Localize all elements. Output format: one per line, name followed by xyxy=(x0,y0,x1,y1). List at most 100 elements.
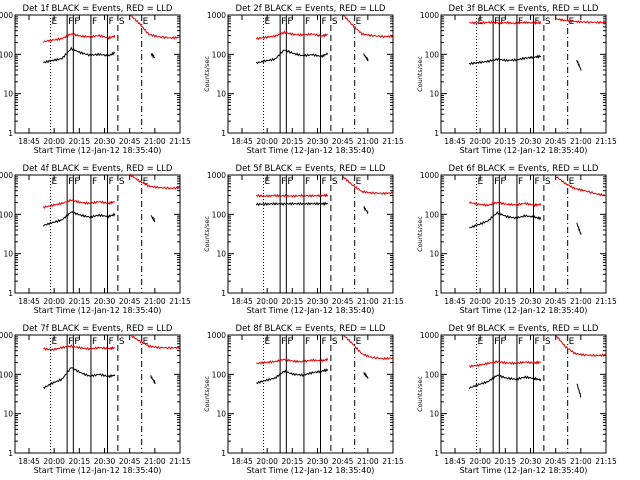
event-marker-label: F xyxy=(287,337,292,347)
event-rate-curve xyxy=(576,222,582,235)
event-rate-curve xyxy=(363,205,369,215)
panel-det-1f: Det 1f BLACK = Events, RED = LLD 1 10 100 10… xyxy=(0,4,191,155)
x-tick-label: 20:45 xyxy=(119,297,141,306)
x-tick-label: 20:30 xyxy=(94,457,116,466)
y-tick-label: 10 xyxy=(429,90,439,99)
x-tick-label: 21:15 xyxy=(169,297,191,306)
event-marker-label: F xyxy=(322,337,327,347)
x-tick-label: 20:00 xyxy=(469,297,491,306)
event-marker-label: S xyxy=(332,337,338,347)
x-tick-label: 20:30 xyxy=(94,297,116,306)
event-marker-label: F xyxy=(535,17,540,27)
y-axis-label: Counts/sec xyxy=(416,56,424,92)
x-tick-label: 21:15 xyxy=(382,137,404,146)
x-axis-label: Start Time (12-Jan-12 18:35:40) xyxy=(34,146,162,155)
y-axis-label: Counts/sec xyxy=(416,376,424,412)
lld-rate-curve xyxy=(342,176,394,196)
y-tick-label: 100 xyxy=(0,370,13,379)
y-tick-label: 1 xyxy=(8,289,13,298)
y-tick-label: 1 xyxy=(221,129,226,138)
event-rate-curve xyxy=(468,54,542,66)
panel-title: Det 3f BLACK = Events, RED = LLD xyxy=(449,4,599,14)
plot-frame xyxy=(227,334,394,454)
lld-rate-curve xyxy=(130,15,181,40)
x-tick-label: 20:15 xyxy=(495,137,517,146)
event-marker-label: F xyxy=(500,17,505,27)
panel-title: Det 2f BLACK = Events, RED = LLD xyxy=(236,4,386,14)
event-marker-label: F xyxy=(518,177,523,187)
lld-rate-curve xyxy=(255,30,328,41)
y-axis-label: Counts/sec xyxy=(203,56,211,92)
event-marker-label: E xyxy=(52,177,58,187)
x-tick-label: 20:45 xyxy=(119,457,141,466)
x-axis-label: Start Time (12-Jan-12 18:35:40) xyxy=(247,146,375,155)
y-tick-label: 1 xyxy=(434,289,439,298)
event-marker-label: F xyxy=(92,177,97,187)
x-tick-label: 20:30 xyxy=(307,457,329,466)
y-tick-label: 100 xyxy=(212,50,227,59)
event-marker-label: E xyxy=(478,17,484,27)
event-rate-curve xyxy=(469,211,542,229)
event-rate-curve xyxy=(363,371,369,379)
y-tick-label: 100 xyxy=(0,50,13,59)
event-marker-label: S xyxy=(119,177,125,187)
y-tick-label: 10 xyxy=(216,90,226,99)
event-marker-label: E xyxy=(478,337,484,347)
panel-det-5f: Det 5f BLACK = Events, RED = LLD 1 10 100 10… xyxy=(203,164,404,315)
y-tick-label: 1 xyxy=(434,129,439,138)
event-rate-curve xyxy=(256,368,329,385)
y-tick-label: 1000 xyxy=(420,171,439,180)
event-marker-label: F xyxy=(109,177,114,187)
lld-rate-curve xyxy=(556,176,607,197)
y-tick-label: 1 xyxy=(221,449,226,458)
event-marker-label: F xyxy=(74,17,79,27)
y-tick-label: 1000 xyxy=(0,171,13,180)
event-rate-curve xyxy=(576,59,582,71)
event-marker-label: F xyxy=(109,17,114,27)
event-marker-label: E xyxy=(569,177,575,187)
y-tick-label: 100 xyxy=(425,210,440,219)
lld-rate-curve xyxy=(555,334,607,358)
x-tick-label: 20:15 xyxy=(69,457,91,466)
y-tick-label: 1 xyxy=(434,449,439,458)
lld-rate-curve xyxy=(468,359,542,369)
panel-title: Det 8f BLACK = Events, RED = LLD xyxy=(236,324,386,334)
lld-rate-curve xyxy=(42,32,116,43)
panel-title: Det 1f BLACK = Events, RED = LLD xyxy=(23,4,173,14)
event-marker-label: F xyxy=(494,17,499,27)
event-marker-label: E xyxy=(478,177,484,187)
event-marker-label: F xyxy=(281,337,286,347)
event-marker-label: F xyxy=(68,337,73,347)
y-tick-label: 10 xyxy=(429,250,439,259)
lld-rate-curve xyxy=(556,17,607,25)
y-tick-label: 1000 xyxy=(0,11,13,20)
x-tick-label: 20:00 xyxy=(469,137,491,146)
event-marker-label: E xyxy=(52,17,58,27)
event-marker-label: F xyxy=(92,337,97,347)
panel-title: Det 9f BLACK = Events, RED = LLD xyxy=(449,324,599,334)
event-marker-label: F xyxy=(322,17,327,27)
event-rate-curve xyxy=(363,53,369,62)
x-tick-label: 18:45 xyxy=(231,457,253,466)
event-marker-label: F xyxy=(92,17,97,27)
y-tick-label: 10 xyxy=(216,250,226,259)
y-tick-label: 1000 xyxy=(0,331,13,340)
event-marker-label: F xyxy=(500,177,505,187)
x-tick-label: 20:30 xyxy=(307,137,329,146)
event-marker-label: F xyxy=(494,177,499,187)
event-marker-label: F xyxy=(494,337,499,347)
plot-frame xyxy=(14,174,181,294)
x-tick-label: 21:00 xyxy=(144,457,166,466)
event-marker-label: F xyxy=(322,177,327,187)
y-tick-label: 100 xyxy=(0,210,13,219)
event-rate-curve xyxy=(42,211,116,227)
event-marker-label: F xyxy=(68,177,73,187)
event-marker-label: F xyxy=(535,337,540,347)
event-marker-label: F xyxy=(518,337,523,347)
x-tick-label: 20:30 xyxy=(520,297,542,306)
y-tick-label: 10 xyxy=(216,410,226,419)
x-tick-label: 21:00 xyxy=(570,457,592,466)
x-tick-label: 21:00 xyxy=(144,297,166,306)
event-marker-label: F xyxy=(305,177,310,187)
x-axis-label: Start Time (12-Jan-12 18:35:40) xyxy=(460,146,588,155)
